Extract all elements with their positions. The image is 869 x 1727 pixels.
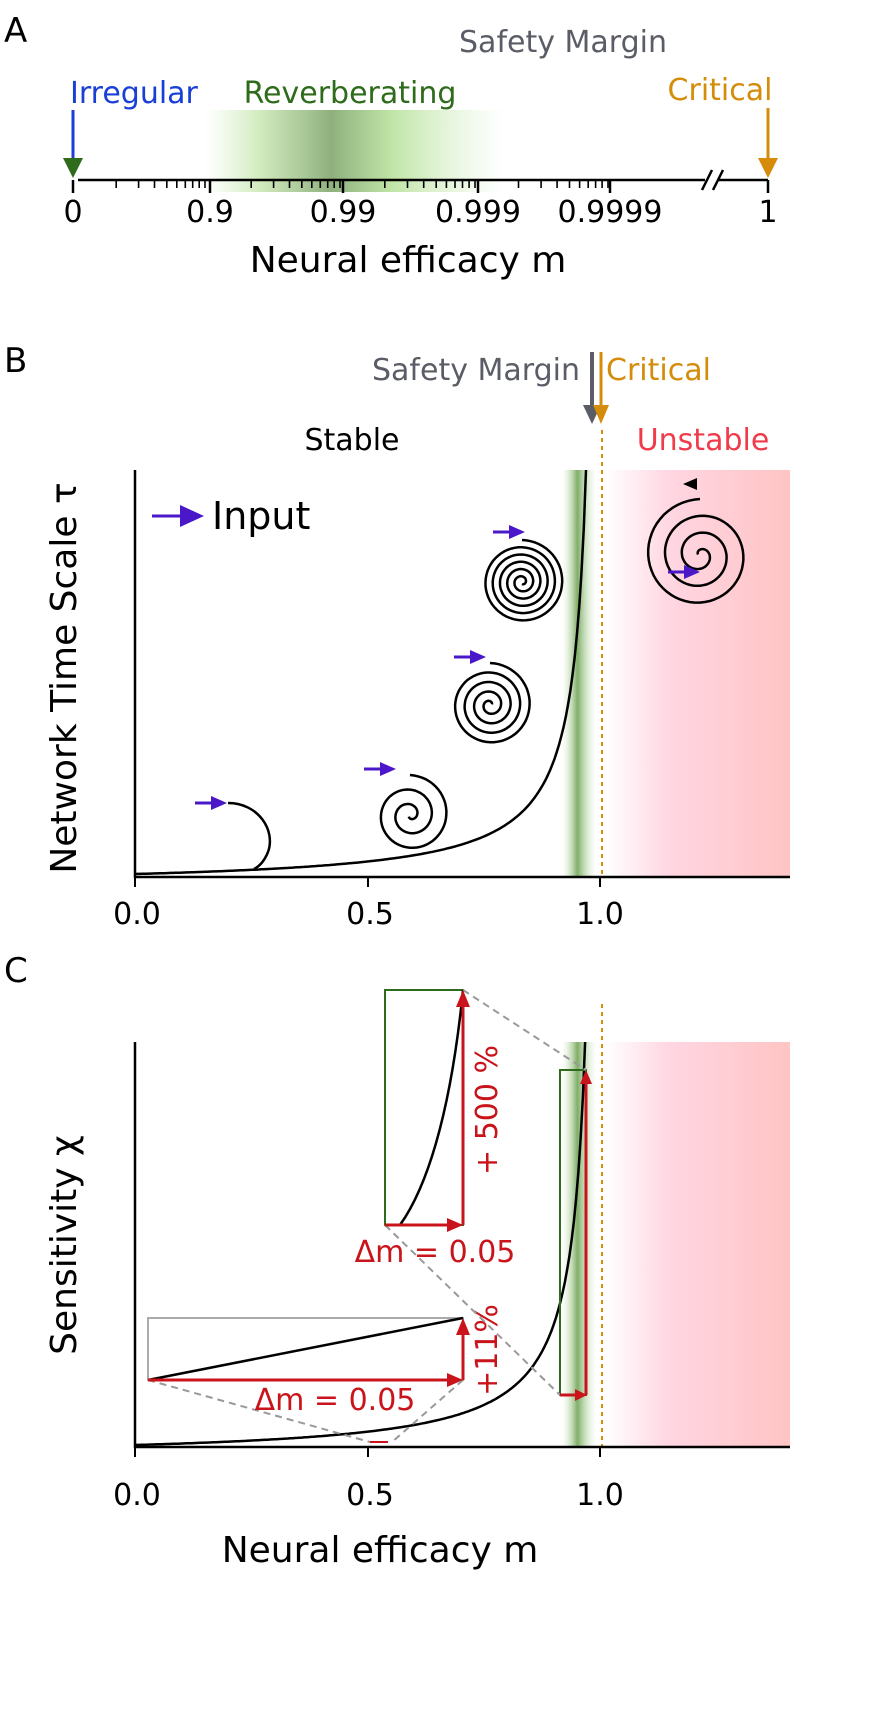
zoom-connector-high-2 (384, 1224, 561, 1396)
x-label-c: Neural efficacy m (222, 1530, 539, 1571)
axis-break-mark-2 (711, 169, 725, 191)
input-arrowhead-0 (211, 796, 227, 810)
x-tick-label-c-05: 0.5 (346, 1478, 394, 1513)
tick-a-0.9: 0.9 (186, 195, 234, 230)
unstable-region-c (605, 1042, 790, 1447)
panel-a-letter: A (4, 11, 27, 51)
input-legend-label: Input (212, 494, 310, 538)
x-tick-label-b-05: 0.5 (346, 897, 394, 932)
x-tick-label-c-1: 1.0 (576, 1478, 624, 1513)
panel-b-letter: B (4, 341, 27, 381)
tick-a-0: 0 (63, 195, 82, 230)
dm-arrowhead-high (447, 1218, 463, 1232)
response-spiral-3 (453, 661, 531, 744)
tick-a-1: 1 (758, 195, 777, 230)
red-arrowhead-band-h (575, 1389, 587, 1401)
zoom-connector-low-2 (391, 1379, 464, 1443)
y-label-b: Network Time Scale τ (44, 482, 85, 873)
tick-a-0.99: 0.99 (310, 195, 377, 230)
critical-label-a: Critical (668, 73, 773, 108)
x-tick-label-c-0: 0.0 (113, 1478, 161, 1513)
pct-arrowhead-low (456, 1318, 470, 1335)
irregular-arrowhead (63, 158, 83, 178)
input-arrowhead-1 (380, 762, 396, 776)
reverberating-band (205, 110, 505, 192)
zoom-connector-low-1 (147, 1379, 371, 1443)
input-legend-arrowhead (180, 505, 204, 527)
axis-a-ticks (71, 180, 770, 193)
zoom-curve-high (398, 989, 465, 1226)
chi-curve (134, 1041, 587, 1447)
response-trace-1 (227, 801, 272, 871)
response-spiral-2 (379, 773, 448, 850)
input-legend: Input (152, 494, 310, 538)
tick-a-0.9999: 0.9999 (558, 195, 663, 230)
dm-label-high: Δm = 0.05 (355, 1235, 516, 1270)
stable-label: Stable (304, 423, 399, 458)
dm-label-low: Δm = 0.05 (255, 1383, 416, 1418)
red-arrowhead-band-v (580, 1070, 592, 1084)
input-arrowhead-2 (470, 650, 486, 664)
zoom-box-high (384, 989, 464, 1226)
dm-arrowhead-low (447, 1373, 463, 1387)
safety-margin-label-a: Safety Margin (459, 25, 667, 60)
pct-label-low: +11% (470, 1304, 505, 1396)
safety-band-b (563, 470, 595, 878)
irregular-label: Irregular (70, 76, 199, 111)
response-spiral-unstable (646, 497, 745, 604)
unstable-label: Unstable (637, 423, 770, 458)
axis-break-mark-1 (700, 169, 714, 191)
pct-label-high: + 500 % (470, 1045, 505, 1175)
reverberating-label: Reverberating (244, 76, 457, 111)
critical-arrowhead-b (593, 405, 609, 424)
panel-a: A 0 0.9 0.99 0.999 0.9999 1 Neural effic… (4, 11, 778, 281)
axis-a-xlabel: Neural efficacy m (250, 240, 567, 281)
tick-a-0.999: 0.999 (435, 195, 521, 230)
tau-curve (134, 469, 588, 876)
unstable-region-b (605, 470, 790, 878)
panel-c: C 0.0 0.5 1.0 Sensitivity χ Neural effic… (4, 951, 790, 1571)
response-spiral-4 (484, 538, 564, 622)
pct-arrowhead-high (456, 990, 470, 1007)
input-arrowhead-3 (509, 525, 525, 539)
safety-margin-label-b: Safety Margin (372, 353, 580, 388)
x-tick-label-b-1: 1.0 (576, 897, 624, 932)
panel-b: B 0.0 0.5 1.0 Network Time Scale τ Stabl… (4, 341, 790, 932)
critical-label-b: Critical (606, 353, 711, 388)
x-tick-label-b-0: 0.0 (113, 897, 161, 932)
input-arrows (195, 525, 700, 810)
safety-band-c (563, 1042, 595, 1447)
zoom-connector-high-1 (462, 989, 587, 1071)
critical-arrowhead-a (758, 158, 778, 178)
y-label-c: Sensitivity χ (44, 1135, 85, 1355)
panel-c-letter: C (4, 951, 28, 991)
zoom-line-low (147, 1316, 464, 1382)
input-arrowhead-4 (684, 565, 700, 579)
unstable-spiral-arrowhead (683, 478, 697, 490)
